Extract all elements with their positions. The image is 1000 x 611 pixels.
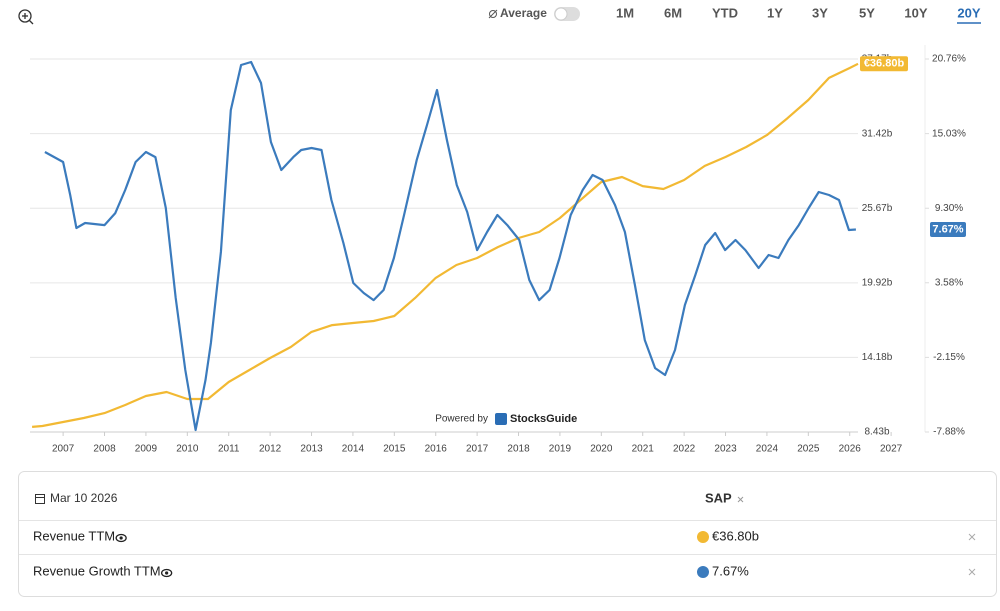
- eye-pupil: [119, 536, 123, 540]
- x-tick-label: 2018: [507, 444, 530, 455]
- x-tick-label: 2022: [673, 444, 696, 455]
- remove-row[interactable]: [968, 568, 976, 576]
- x-tick-label: 2026: [839, 444, 862, 455]
- table-frame: [18, 471, 997, 597]
- range-button[interactable]: 5Y: [859, 5, 875, 20]
- y-tick-label: 14.18b: [862, 352, 893, 363]
- x-tick-label: 2027: [880, 444, 903, 455]
- remove-row[interactable]: [968, 533, 976, 541]
- y2-tick-label: 20.76%: [932, 54, 966, 65]
- row-value: 7.67%: [712, 563, 749, 578]
- watermark-prefix: Powered by: [435, 414, 488, 425]
- x-tick-label: 2024: [756, 444, 779, 455]
- eye-icon: [115, 533, 127, 543]
- visibility-toggle[interactable]: [160, 568, 173, 578]
- row-value: €36.80b: [712, 528, 759, 543]
- y2-tick-label: 15.03%: [932, 128, 966, 139]
- range-button[interactable]: 10Y: [904, 5, 927, 20]
- x-tick-label: 2025: [797, 444, 820, 455]
- x-tick-label: 2019: [549, 444, 572, 455]
- eye-pupil: [165, 571, 169, 575]
- y-tick-label: 19.92b: [862, 278, 893, 289]
- end-label-box: [930, 221, 966, 237]
- remove-ticker[interactable]: [737, 496, 744, 503]
- range-button[interactable]: 6M: [664, 5, 682, 20]
- range-button[interactable]: 3Y: [812, 5, 828, 20]
- y2-tick-label: 3.58%: [935, 277, 963, 288]
- end-label-box: [860, 56, 908, 72]
- remove-icon: [968, 568, 976, 576]
- y2-tick-label: 9.30%: [935, 203, 963, 214]
- x-tick-label: 2017: [466, 444, 489, 455]
- end-label: 7.67%: [932, 223, 963, 235]
- average-label: Average: [500, 6, 547, 20]
- row-dot: [697, 566, 709, 578]
- x-tick-label: 2015: [383, 444, 406, 455]
- calendar-icon: [35, 494, 45, 504]
- x-tick-label: 2011: [218, 444, 240, 455]
- row-label: Revenue Growth TTM: [33, 563, 161, 578]
- watermark-brand: StocksGuide: [510, 413, 577, 425]
- x-tick-label: 2007: [52, 444, 75, 455]
- row-dot: [697, 531, 709, 543]
- x-tick-label: 2014: [342, 444, 365, 455]
- x-tick-label: 2009: [135, 444, 158, 455]
- range-button[interactable]: 1M: [616, 5, 634, 20]
- range-button[interactable]: YTD: [712, 5, 738, 20]
- x-tick-label: 2013: [300, 444, 323, 455]
- watermark-logo: [495, 413, 507, 425]
- range-button[interactable]: 20Y: [957, 5, 980, 20]
- x-tick-label: 2008: [93, 444, 116, 455]
- table-date: Mar 10 2026: [50, 491, 118, 505]
- x-tick-label: 2016: [425, 444, 448, 455]
- x-tick-label: 2012: [259, 444, 282, 455]
- y2-tick-label: -7.88%: [933, 427, 965, 438]
- visibility-toggle[interactable]: [115, 533, 127, 543]
- series-line: [32, 62, 859, 428]
- y-tick-label: 25.67b: [862, 203, 893, 214]
- table-ticker: SAP: [705, 490, 732, 505]
- zoom-button[interactable]: [18, 9, 34, 25]
- x-tick-label: 2020: [590, 444, 613, 455]
- row-label: Revenue TTM: [33, 528, 115, 543]
- range-button[interactable]: 1Y: [767, 5, 783, 20]
- y-tick-label: 8.43b: [864, 427, 889, 438]
- x-tick-label: 2010: [176, 444, 199, 455]
- y-tick-label: 31.42b: [862, 128, 893, 139]
- average-toggle[interactable]: [554, 7, 580, 21]
- y2-tick-label: -2.15%: [933, 352, 965, 363]
- average-icon: [488, 9, 498, 19]
- x-tick-label: 2023: [714, 444, 737, 455]
- remove-icon: [968, 533, 976, 541]
- eye-icon: [160, 568, 173, 578]
- series-line: [44, 60, 856, 432]
- end-label: €36.80b: [864, 58, 905, 70]
- x-tick-label: 2021: [632, 444, 655, 455]
